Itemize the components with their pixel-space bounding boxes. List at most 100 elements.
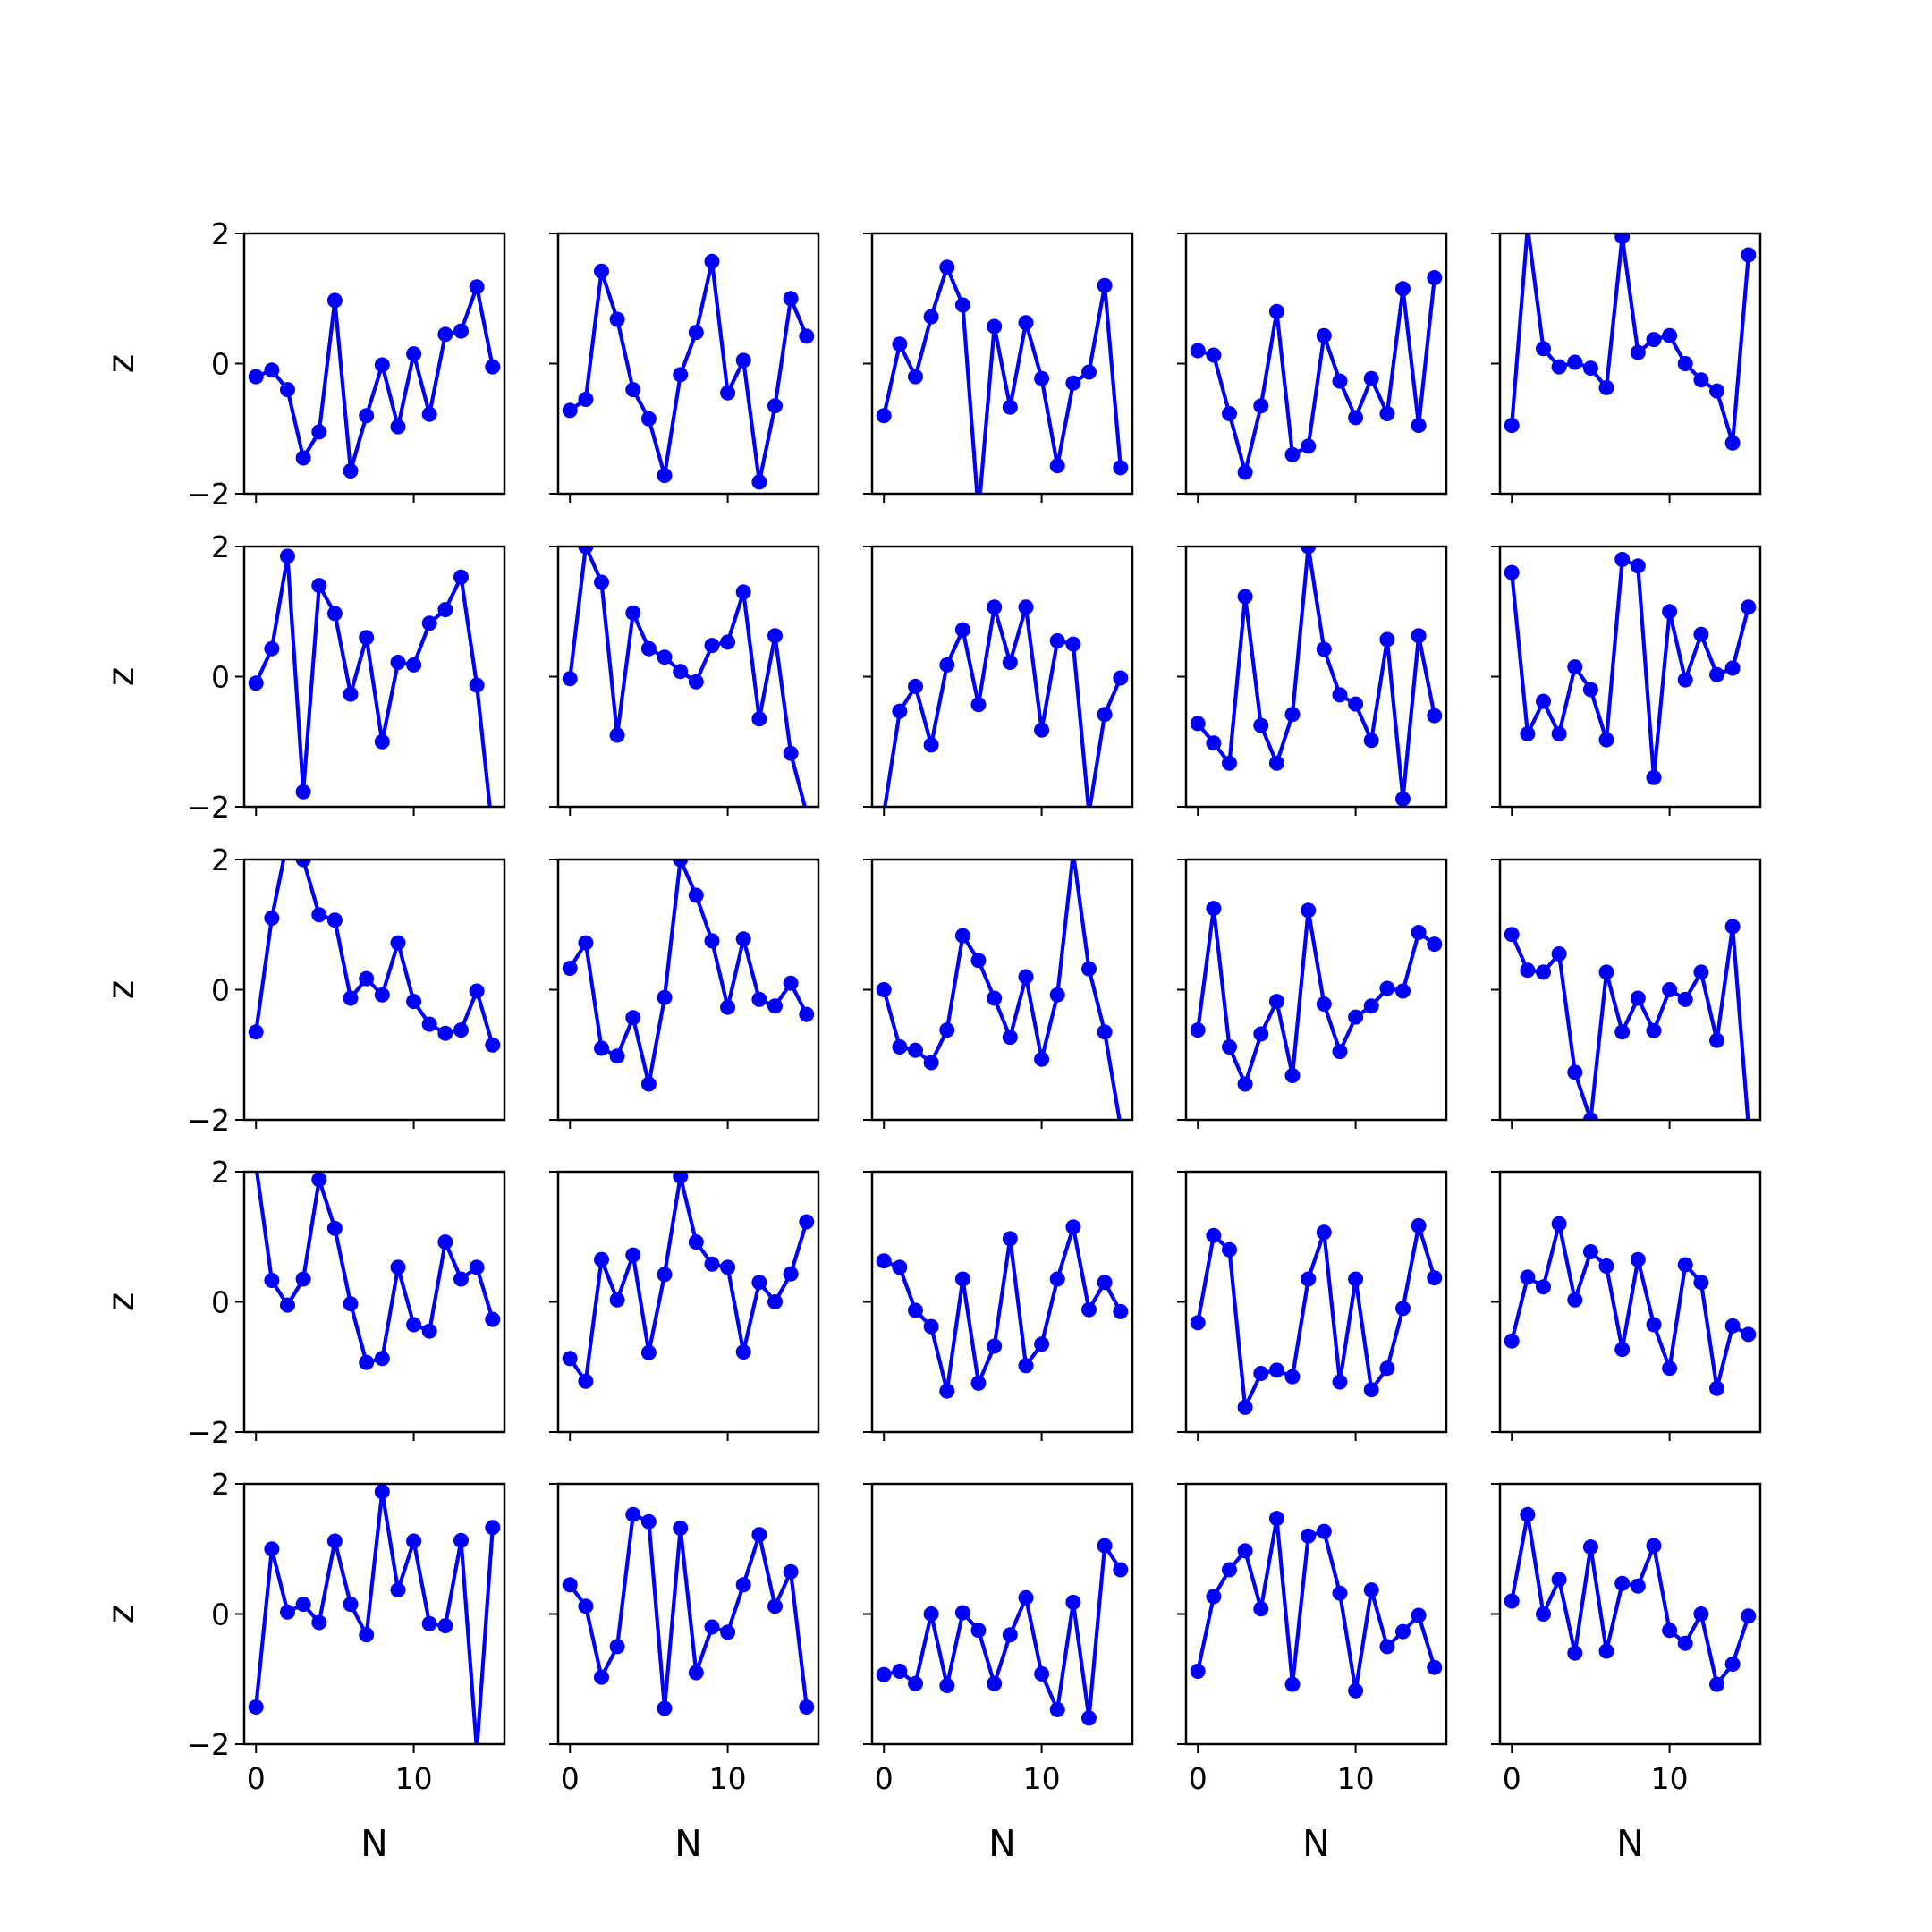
data-point [1002,1627,1018,1643]
data-point [359,1354,375,1370]
data-point [280,548,295,564]
data-point [1646,1317,1662,1333]
data-point [1332,1374,1348,1390]
data-point [1316,327,1332,343]
data-point [437,1025,453,1041]
data-point [485,1520,501,1536]
x-axis-label: N [988,1822,1016,1865]
data-point [1018,969,1034,985]
data-point [767,398,783,414]
data-point [594,1251,609,1267]
data-point [892,1039,908,1055]
data-point [1677,1635,1693,1651]
data-point [987,1675,1003,1691]
plot-area [562,1506,815,1716]
data-point [1332,373,1348,389]
data-point [1379,631,1395,648]
subplot-r5-c4: 0 10N [1177,1482,1448,1865]
x-tick-label: 10 [709,1761,747,1796]
data-point [1237,589,1253,605]
data-point [311,578,327,594]
data-point [437,1618,453,1634]
data-point [1034,1336,1050,1352]
data-point [1085,805,1093,807]
data-point [625,1506,641,1522]
data-point [1206,347,1222,363]
data-point [1567,1292,1583,1308]
data-point [1536,1606,1551,1622]
data-point [1709,383,1724,399]
y-tick-label: −2 [186,1727,230,1762]
data-point [280,833,295,848]
y-tick-label: 0 [211,347,230,382]
x-axis-label: N [360,1822,388,1865]
data-point [1411,1217,1427,1233]
data-point [1268,303,1284,319]
data-point [1504,927,1520,943]
data-point [248,675,264,691]
data-point [1551,1216,1567,1232]
data-point [485,1311,501,1327]
axes-frame [1184,232,1448,496]
subplot-r4-c1: −2 0 2 z [99,1155,506,1450]
data-point [1741,247,1757,263]
data-point [987,318,1003,335]
subplot-r1-c4 [1177,232,1448,503]
data-point [1662,982,1678,997]
data-point [359,408,375,424]
data-point [939,259,955,275]
data-point [657,1700,673,1716]
plot-area [1504,1506,1757,1692]
data-point [326,292,343,309]
series-line [1196,547,1436,801]
series-line [255,1172,495,1365]
data-point [799,1006,815,1022]
data-point [1348,1009,1364,1025]
data-point [1709,1380,1724,1396]
series-line [568,259,809,485]
data-point [735,1577,751,1593]
data-point [735,352,751,369]
axes-frame [870,545,1134,809]
data-point [374,1484,390,1500]
subplot-r4-c3 [863,1170,1134,1441]
data-point [1069,860,1078,861]
data-point [609,1639,625,1655]
data-point [1551,359,1567,375]
subplot-r1-c1: −2 0 2 z [99,216,506,512]
data-point [1693,626,1709,642]
data-point [406,1533,422,1549]
data-point [1411,418,1427,434]
data-point [326,1220,343,1236]
data-point [640,1076,657,1092]
data-point [1551,946,1567,962]
data-point [939,1678,955,1693]
subplot-r3-c5 [1491,858,1762,1129]
data-point [280,1604,295,1620]
data-point [783,1266,799,1282]
data-point [1662,1360,1678,1377]
y-axis-label: z [99,1292,142,1312]
data-point [326,912,343,928]
data-point [485,359,501,375]
data-point [751,711,767,727]
y-tick-label: 2 [211,1467,230,1502]
data-point [390,419,406,435]
data-point [640,1513,657,1530]
data-point [311,907,327,923]
data-point [1520,726,1536,741]
data-point [970,697,987,713]
axes-frame [556,858,820,1122]
data-point [720,1259,736,1275]
data-point [1206,901,1222,917]
data-point [1097,1024,1113,1040]
data-point [1395,983,1411,999]
data-point [578,1598,594,1614]
y-tick-label: 0 [211,973,230,1008]
data-point [1677,991,1693,1007]
data-point [1677,356,1693,371]
plot-area [562,547,811,807]
data-point [735,584,751,600]
data-point [1190,343,1206,359]
data-point [264,1273,280,1288]
